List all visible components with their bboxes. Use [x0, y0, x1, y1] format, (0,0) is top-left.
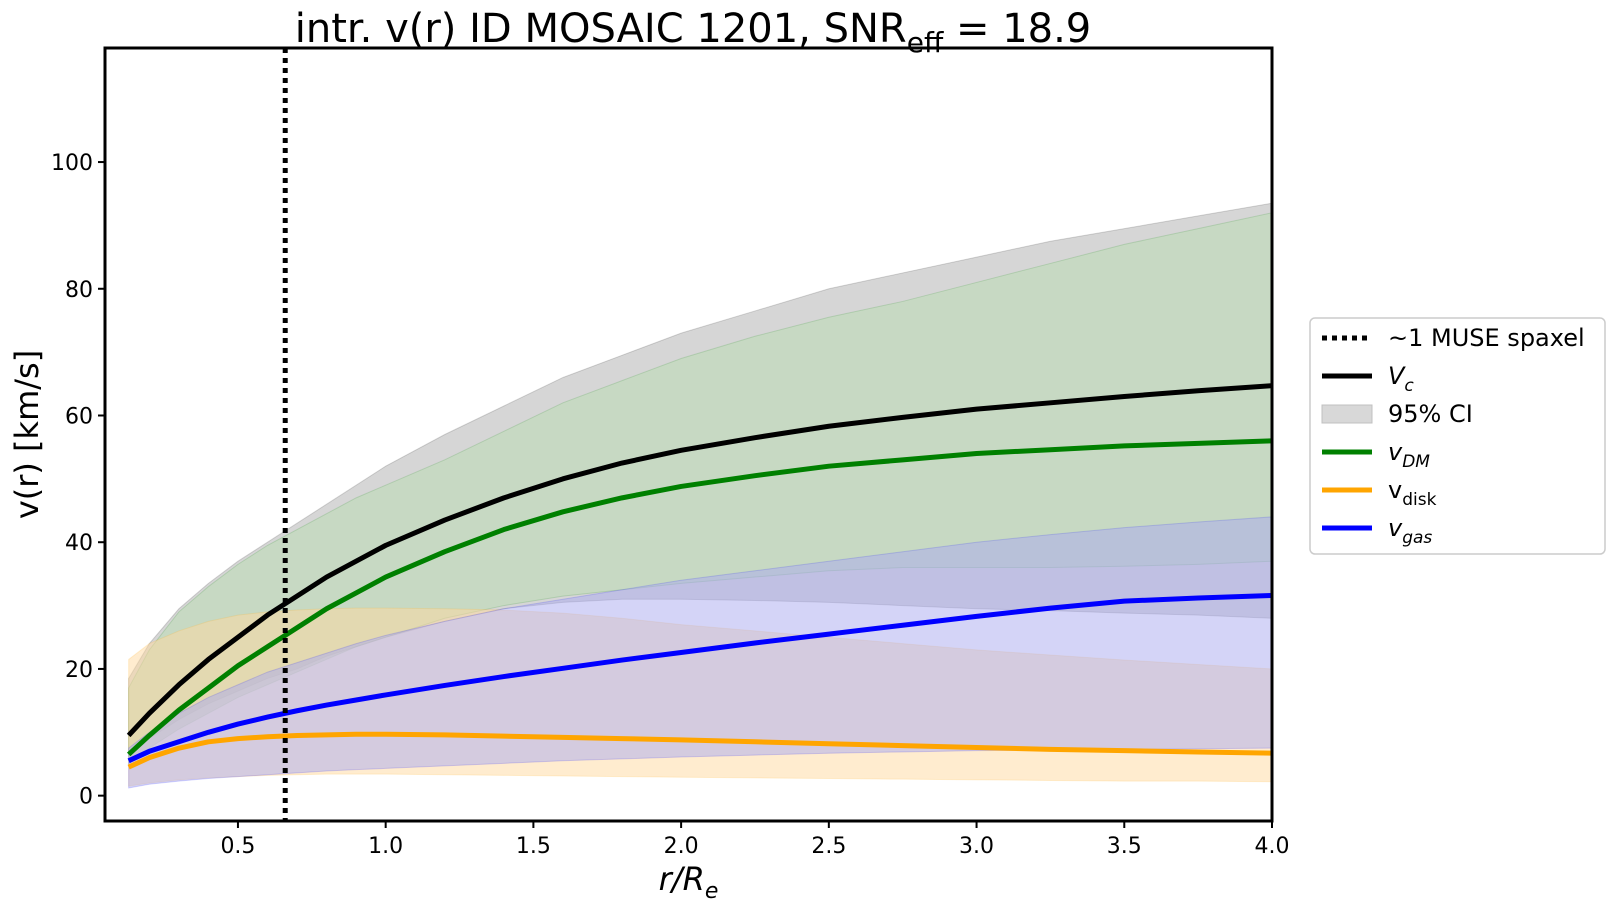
x-tick-label: 3.5 [1107, 834, 1142, 859]
legend-label: Vc [1388, 362, 1414, 396]
legend-label: vDM [1388, 438, 1430, 472]
y-tick-label: 100 [51, 151, 93, 176]
confidence-bands [128, 202, 1272, 789]
x-tick-label: 4.0 [1255, 834, 1290, 859]
chart-title-text: intr. v(r) ID MOSAIC 1201, SNReff = 18.9 [295, 6, 1092, 59]
x-tick-label: 1.0 [368, 834, 403, 859]
series-line-disk [127, 731, 1272, 770]
series-line-c [126, 383, 1272, 738]
legend-label: vgas [1388, 514, 1432, 548]
x-tick-label: 3.0 [959, 834, 994, 859]
y-tick-label: 60 [65, 404, 93, 429]
y-tick-label: 20 [65, 658, 93, 683]
series-line-dm [126, 438, 1272, 757]
series-lines [126, 383, 1272, 770]
axes: 0.5 1.0 1.5 2.0 2.5 3.0 3.5 4.0 0 20 40 60 80 100 r/Re… [8, 46, 1290, 904]
y-tick-label: 0 [79, 785, 93, 810]
x-axis-label: r/Re [659, 860, 719, 903]
x-tick-label: 0.5 [220, 834, 255, 859]
legend-label: vdisk [1388, 476, 1437, 510]
legend-label: ~1 MUSE spaxel [1388, 324, 1585, 352]
x-tick-label: 2.5 [811, 834, 846, 859]
y-tick-label: 80 [65, 278, 93, 303]
legend: ~1 MUSE spaxel Vc 95% CI vDM vdisk vgas [1309, 317, 1606, 555]
legend-box [1309, 317, 1606, 555]
x-tick-label: 1.5 [516, 834, 551, 859]
legend-handle-band [1321, 404, 1373, 424]
y-axis-label: v(r) [km/s] [8, 350, 46, 519]
y-tick-label: 40 [65, 531, 93, 556]
legend-label: 95% CI [1388, 400, 1473, 428]
chart-title: intr. v(r) ID MOSAIC 1201, SNReff = 18.9 [295, 6, 1092, 59]
series-line-gas [127, 592, 1272, 764]
x-tick-label: 2.0 [664, 834, 699, 859]
plot-frame [103, 46, 1274, 823]
